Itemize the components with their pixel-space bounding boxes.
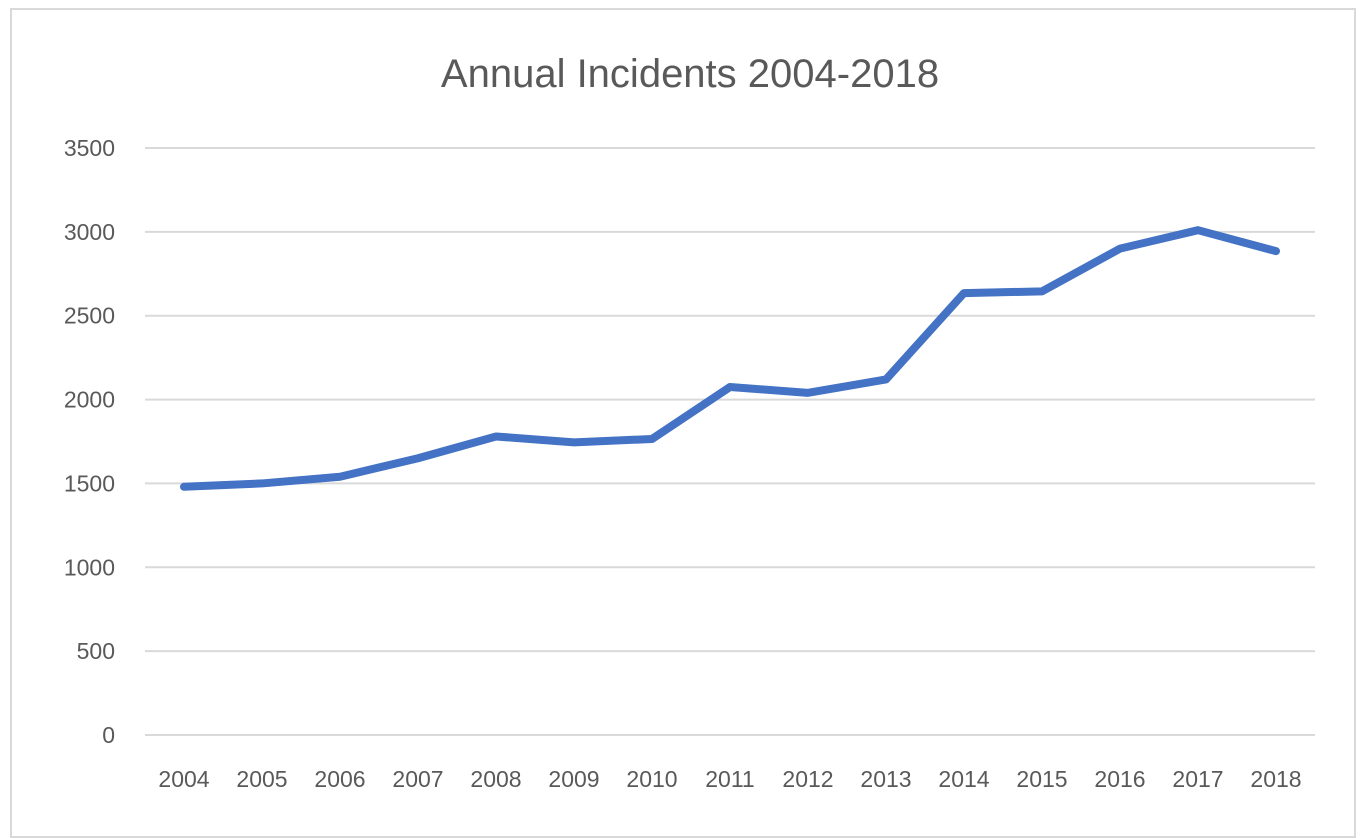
x-tick-label: 2009 (548, 766, 599, 792)
x-tick-label: 2013 (860, 766, 911, 792)
x-axis-tick-labels: 2004 2005 2006 2007 2008 2009 2010 2011 2012 2013… (158, 766, 1301, 792)
y-tick-label: 2000 (64, 387, 115, 413)
x-tick-label: 2008 (470, 766, 521, 792)
x-tick-label: 2010 (626, 766, 677, 792)
chart-title: Annual Incidents 2004-2018 (441, 52, 939, 96)
y-tick-label: 3000 (64, 219, 115, 245)
y-tick-label: 500 (77, 638, 115, 664)
y-tick-label: 0 (102, 722, 115, 748)
line-chart: Annual Incidents 2004-2018 0 500 1000 1500 2… (64, 52, 1315, 792)
y-tick-label: 1500 (64, 470, 115, 496)
y-tick-label: 1000 (64, 554, 115, 580)
y-tick-label: 2500 (64, 303, 115, 329)
y-tick-label: 3500 (64, 135, 115, 161)
x-tick-label: 2016 (1094, 766, 1145, 792)
x-tick-label: 2005 (236, 766, 287, 792)
gridlines (145, 147, 1315, 736)
series-line (180, 226, 1280, 491)
x-tick-label: 2004 (158, 766, 209, 792)
x-tick-label: 2017 (1172, 766, 1223, 792)
x-tick-label: 2018 (1250, 766, 1301, 792)
x-tick-label: 2015 (1016, 766, 1067, 792)
x-tick-label: 2007 (392, 766, 443, 792)
y-axis-tick-labels: 0 500 1000 1500 2000 2500 3000 3500 (64, 135, 115, 748)
x-tick-label: 2014 (938, 766, 989, 792)
series-layer (180, 226, 1280, 491)
x-tick-label: 2006 (314, 766, 365, 792)
x-tick-label: 2012 (782, 766, 833, 792)
x-tick-label: 2011 (705, 766, 754, 792)
